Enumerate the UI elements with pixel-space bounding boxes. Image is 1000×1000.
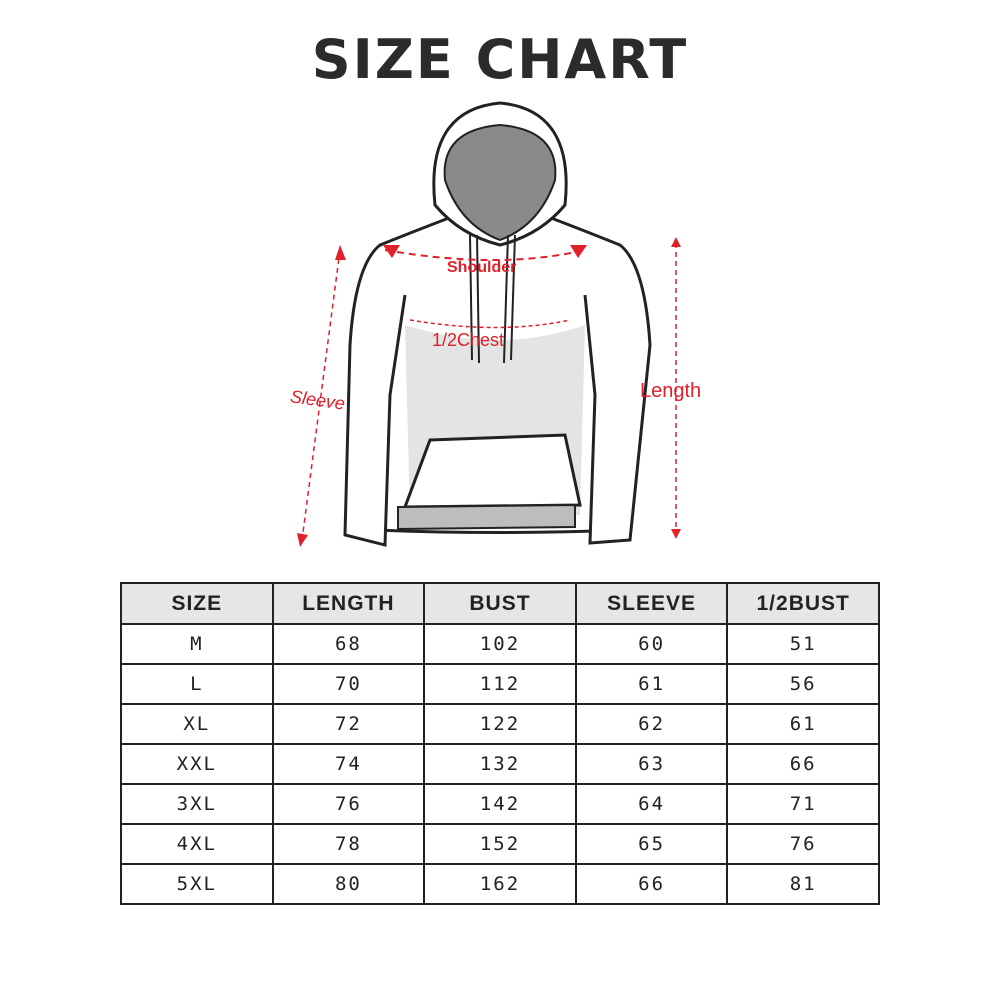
cell-sleeve: 63 bbox=[574, 743, 729, 785]
header-bust: BUST bbox=[423, 582, 577, 625]
cell-bust: 152 bbox=[423, 823, 577, 865]
cell-half-bust: 76 bbox=[726, 823, 880, 865]
header-sleeve: SLEEVE bbox=[574, 582, 729, 625]
cell-sleeve: 60 bbox=[574, 623, 729, 665]
cell-length: 80 bbox=[271, 863, 426, 905]
cell-length: 70 bbox=[271, 663, 426, 705]
header-length: LENGTH bbox=[271, 582, 426, 625]
length-label: Length bbox=[640, 380, 702, 402]
cell-half-bust: 71 bbox=[726, 783, 880, 825]
cell-half-bust: 51 bbox=[726, 623, 880, 665]
cell-half-bust: 56 bbox=[726, 663, 880, 705]
page-title: SIZE CHART bbox=[311, 28, 689, 91]
cell-sleeve: 61 bbox=[574, 663, 729, 705]
cell-length: 74 bbox=[271, 743, 426, 785]
header-size: SIZE bbox=[120, 582, 274, 625]
table-row: 3XL 76 142 64 71 bbox=[120, 783, 880, 825]
cell-bust: 142 bbox=[423, 783, 577, 825]
header-half-bust: 1/2BUST bbox=[726, 582, 880, 625]
cell-sleeve: 64 bbox=[574, 783, 729, 825]
shoulder-label: Shoulder bbox=[447, 259, 517, 276]
table-row: 4XL 78 152 65 76 bbox=[120, 823, 880, 865]
cell-size: XL bbox=[120, 703, 274, 745]
cell-size: L bbox=[120, 663, 274, 705]
cell-sleeve: 62 bbox=[574, 703, 729, 745]
table-header-row: SIZE LENGTH BUST SLEEVE 1/2BUST bbox=[120, 582, 880, 625]
cell-size: M bbox=[120, 623, 274, 665]
size-table: SIZE LENGTH BUST SLEEVE 1/2BUST M 68 102 60… bbox=[120, 582, 880, 905]
cell-bust: 112 bbox=[423, 663, 577, 705]
cell-sleeve: 66 bbox=[574, 863, 729, 905]
cell-bust: 122 bbox=[423, 703, 577, 745]
cell-half-bust: 66 bbox=[726, 743, 880, 785]
cell-length: 72 bbox=[271, 703, 426, 745]
cell-length: 76 bbox=[271, 783, 426, 825]
cell-bust: 132 bbox=[423, 743, 577, 785]
table-row: XXL 74 132 63 66 bbox=[120, 743, 880, 785]
cell-length: 78 bbox=[271, 823, 426, 865]
cell-size: 5XL bbox=[120, 863, 274, 905]
cell-size: 4XL bbox=[120, 823, 274, 865]
table-row: L 70 112 61 56 bbox=[120, 663, 880, 705]
cell-bust: 162 bbox=[423, 863, 577, 905]
cell-length: 68 bbox=[271, 623, 426, 665]
table-row: XL 72 122 62 61 bbox=[120, 703, 880, 745]
cell-half-bust: 81 bbox=[726, 863, 880, 905]
cell-half-bust: 61 bbox=[726, 703, 880, 745]
table-row: 5XL 80 162 66 81 bbox=[120, 863, 880, 905]
cell-sleeve: 65 bbox=[574, 823, 729, 865]
cell-size: 3XL bbox=[120, 783, 274, 825]
hoodie-diagram: Shoulder 1/2Chest Sleeve Length bbox=[280, 95, 720, 565]
hoodie-illustration bbox=[297, 101, 681, 547]
cell-bust: 102 bbox=[423, 623, 577, 665]
cell-size: XXL bbox=[120, 743, 274, 785]
chest-label: 1/2Chest bbox=[432, 330, 505, 350]
table-row: M 68 102 60 51 bbox=[120, 623, 880, 665]
